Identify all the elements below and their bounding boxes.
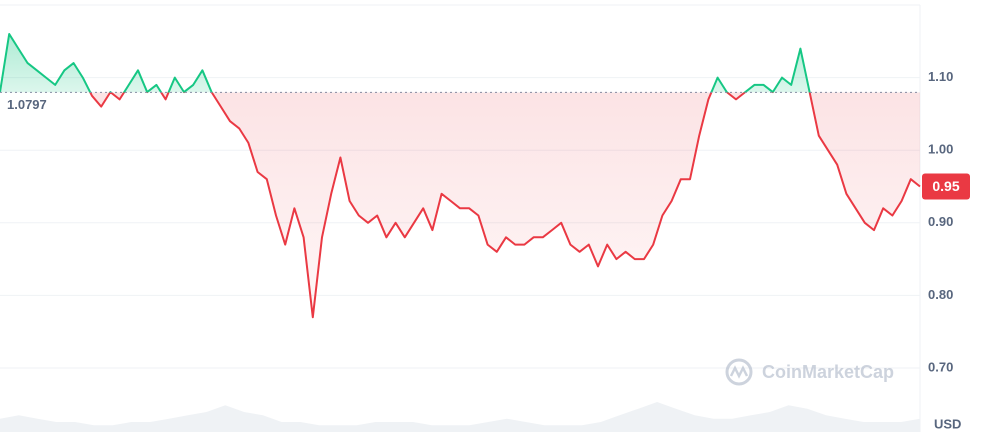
unit-label: USD [934, 416, 961, 431]
current-price-label: 0.95 [932, 178, 959, 194]
volume-area [0, 402, 920, 432]
y-tick-label: 0.70 [928, 359, 953, 374]
price-area [0, 34, 920, 318]
watermark-logo [725, 358, 753, 386]
y-tick-label: 1.10 [928, 69, 953, 84]
watermark-text: CoinMarketCap [762, 362, 894, 382]
y-tick-label: 1.00 [928, 142, 953, 157]
watermark: CoinMarketCap [725, 358, 894, 386]
baseline-label: 1.0797 [7, 97, 47, 112]
baseline-label-bg [2, 96, 58, 115]
y-tick-label: 0.90 [928, 214, 953, 229]
y-tick-label: 0.80 [928, 287, 953, 302]
watermark-logo-mark [729, 365, 749, 379]
price-line [0, 33, 921, 319]
current-price-tag [922, 173, 970, 200]
